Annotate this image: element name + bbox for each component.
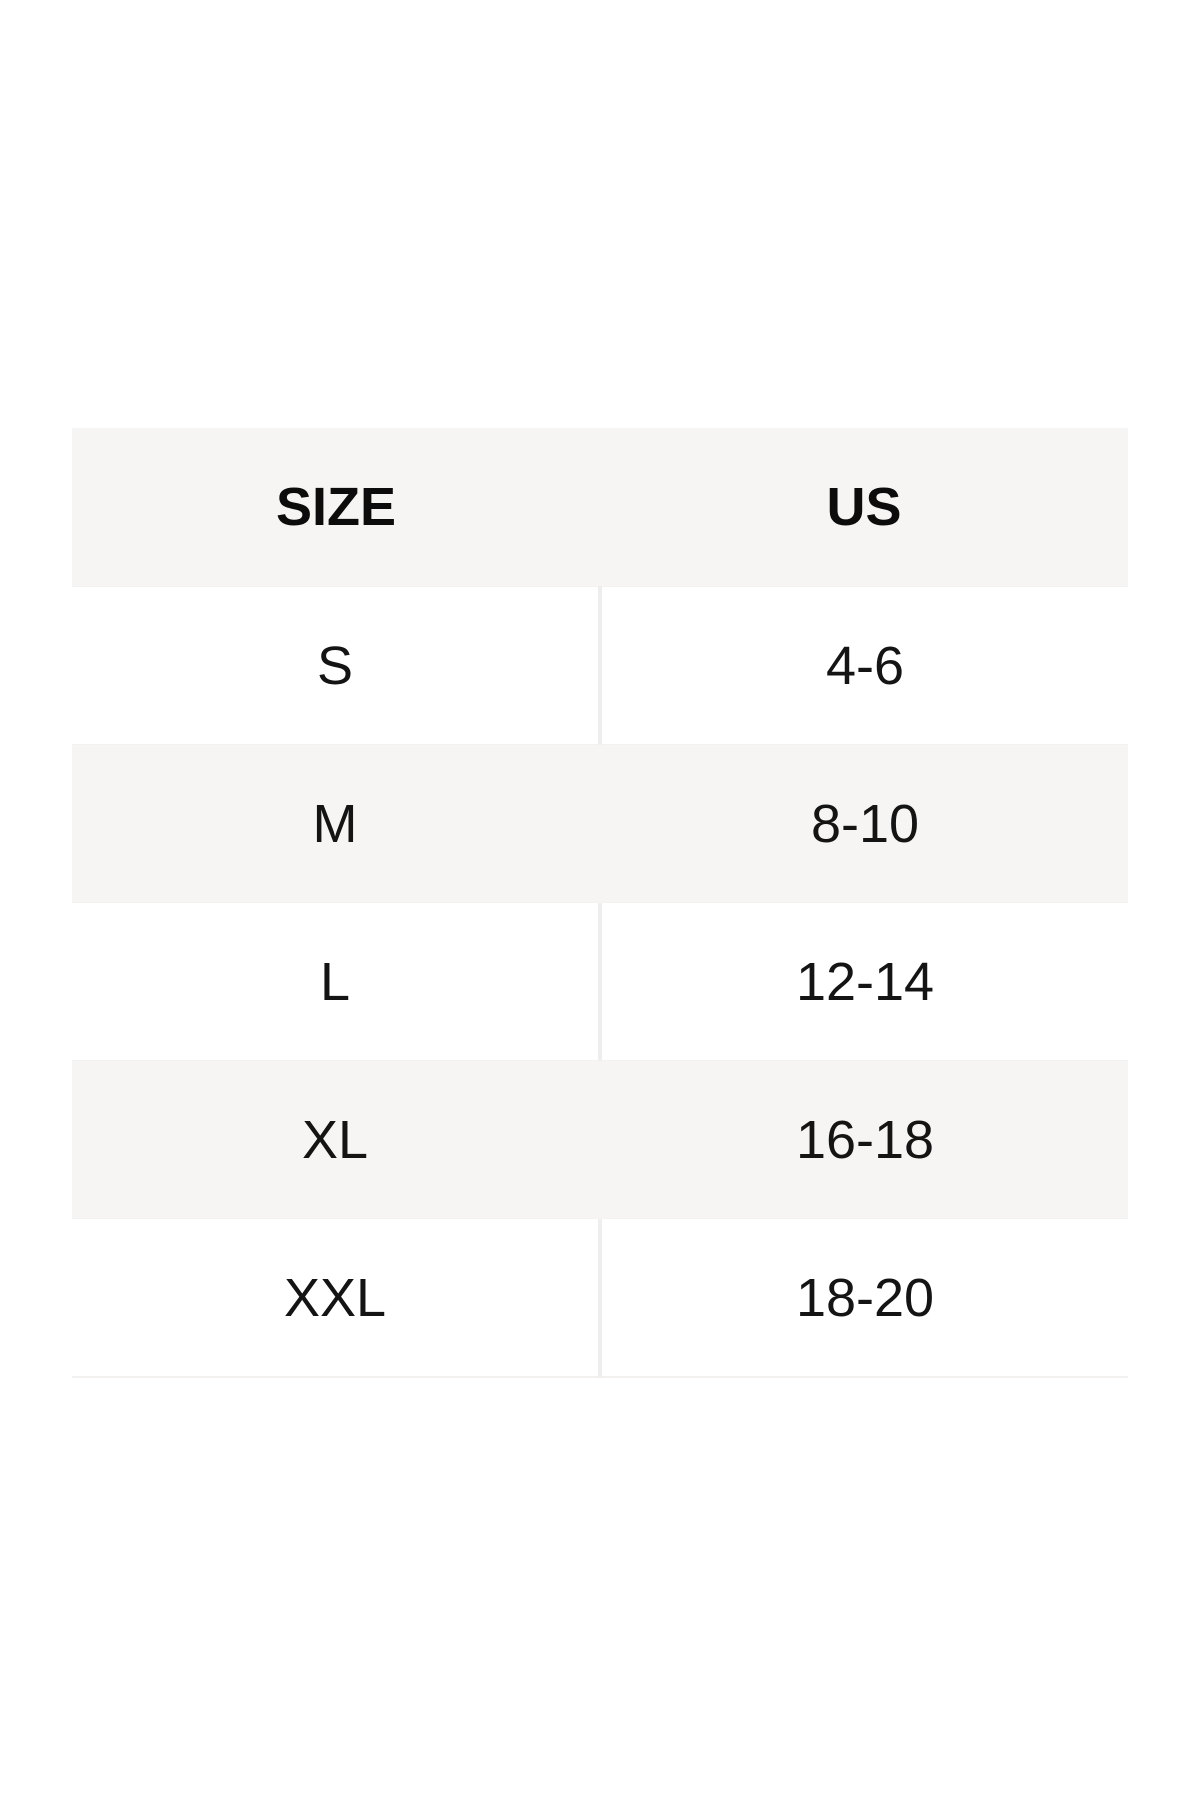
size-cell: XL [72, 1060, 602, 1219]
size-chart: SIZE US S 4-6 M 8-10 L 12-14 XL 16-18 XX [72, 428, 1128, 1378]
us-cell: 8-10 [600, 744, 1128, 903]
table-row: XXL 18-20 [72, 1218, 1128, 1377]
table-row: S 4-6 [72, 586, 1128, 745]
size-cell: L [72, 902, 602, 1061]
size-cell: M [72, 744, 602, 903]
table-row: XL 16-18 [72, 1060, 1128, 1219]
size-cell: XXL [72, 1218, 602, 1377]
size-chart-table: SIZE US S 4-6 M 8-10 L 12-14 XL 16-18 XX [72, 428, 1128, 1378]
us-cell: 18-20 [600, 1218, 1128, 1377]
us-cell: 4-6 [600, 586, 1128, 745]
us-cell: 16-18 [600, 1060, 1128, 1219]
column-header-size: SIZE [72, 428, 600, 587]
header-row: SIZE US [72, 428, 1128, 587]
table-row: L 12-14 [72, 902, 1128, 1061]
us-cell: 12-14 [600, 902, 1128, 1061]
column-header-us: US [600, 428, 1128, 587]
size-cell: S [72, 586, 602, 745]
table-row: M 8-10 [72, 744, 1128, 903]
